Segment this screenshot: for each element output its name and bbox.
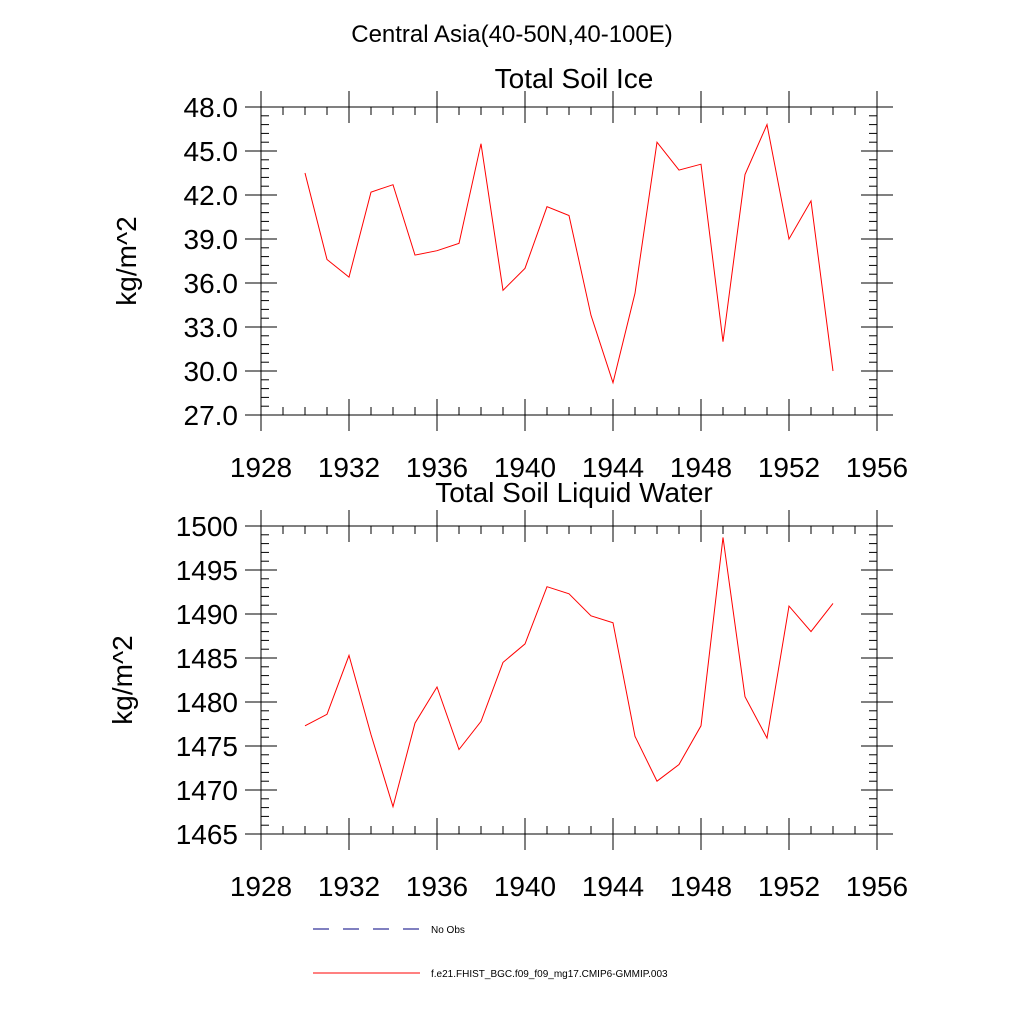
y-tick-label: 45.0 bbox=[184, 136, 239, 167]
panel-title: Total Soil Ice bbox=[495, 63, 654, 94]
y-tick-label: 42.0 bbox=[184, 180, 239, 211]
plot-frame bbox=[260, 525, 878, 835]
x-tick-label: 1932 bbox=[318, 452, 380, 483]
series-line bbox=[304, 122, 834, 385]
panel-title: Total Soil Liquid Water bbox=[435, 477, 713, 508]
y-tick-label: 30.0 bbox=[184, 356, 239, 387]
y-tick-label: 39.0 bbox=[184, 224, 239, 255]
panel-total-soil-liquid-water: Total Soil Liquid Water kg/m^2 1928 1932 193… bbox=[107, 477, 908, 902]
y-axis-label: kg/m^2 bbox=[107, 635, 138, 724]
panel-total-soil-ice: Total Soil Ice kg/m^2 1928 1932 1936 1940 1944… bbox=[111, 63, 908, 483]
legend-label-model: f.e21.FHIST_BGC.f09_f09_mg17.CMIP6-GMMIP… bbox=[431, 969, 668, 980]
y-tick-label: 48.0 bbox=[184, 92, 239, 123]
y-tick-label: 1490 bbox=[176, 599, 238, 630]
series-line bbox=[304, 537, 834, 809]
y-tick-label: 27.0 bbox=[184, 400, 239, 431]
x-tick-label: 1948 bbox=[670, 871, 732, 902]
figure-title: Central Asia(40-50N,40-100E) bbox=[351, 21, 673, 48]
y-tick-label: 1480 bbox=[176, 687, 238, 718]
y-tick-label: 36.0 bbox=[184, 268, 239, 299]
x-tick-label: 1936 bbox=[406, 452, 468, 483]
y-tick-label: 33.0 bbox=[184, 312, 239, 343]
y-tick-label: 1475 bbox=[176, 731, 238, 762]
y-axis-label: kg/m^2 bbox=[111, 216, 142, 305]
x-tick-label: 1952 bbox=[758, 452, 820, 483]
legend-label-no-obs: No Obs bbox=[431, 925, 465, 936]
y-tick-label: 1485 bbox=[176, 643, 238, 674]
y-tick-label: 1495 bbox=[176, 555, 238, 586]
x-tick-label: 1928 bbox=[230, 871, 292, 902]
x-tick-label: 1940 bbox=[494, 871, 556, 902]
x-tick-label: 1944 bbox=[582, 871, 644, 902]
x-tick-label: 1956 bbox=[846, 871, 908, 902]
x-tick-label: 1956 bbox=[846, 452, 908, 483]
y-tick-label: 1465 bbox=[176, 819, 238, 850]
x-tick-label: 1940 bbox=[494, 452, 556, 483]
y-tick-label: 1470 bbox=[176, 775, 238, 806]
x-tick-label: 1928 bbox=[230, 452, 292, 483]
x-tick-label: 1944 bbox=[582, 452, 644, 483]
y-tick-label: 1500 bbox=[176, 511, 238, 542]
legend: No Obs f.e21.FHIST_BGC.f09_f09_mg17.CMIP… bbox=[313, 925, 668, 980]
x-tick-label: 1932 bbox=[318, 871, 380, 902]
x-tick-label: 1952 bbox=[758, 871, 820, 902]
x-tick-label: 1948 bbox=[670, 452, 732, 483]
x-tick-label: 1936 bbox=[406, 871, 468, 902]
